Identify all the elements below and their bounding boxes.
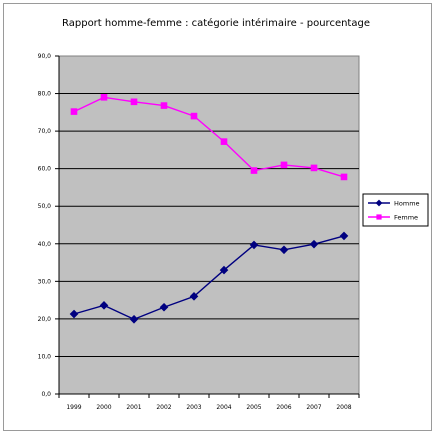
y-tick-label: 0,0 bbox=[41, 391, 51, 398]
y-tick-label: 20,0 bbox=[38, 316, 52, 323]
data-point bbox=[160, 102, 168, 109]
data-point bbox=[190, 112, 198, 120]
x-tick-label: 2002 bbox=[156, 404, 171, 411]
legend: Homme Femme bbox=[362, 193, 429, 227]
data-point bbox=[189, 292, 199, 301]
legend-label: Homme bbox=[394, 199, 420, 207]
x-tick-label: 2005 bbox=[246, 404, 261, 411]
data-point bbox=[99, 301, 109, 310]
x-tick-label: 2008 bbox=[336, 404, 351, 411]
data-point bbox=[249, 240, 259, 250]
x-tick-label: 2006 bbox=[276, 404, 291, 411]
y-tick-label: 10,0 bbox=[38, 353, 52, 360]
y-tick-label: 60,0 bbox=[38, 166, 52, 173]
legend-marker bbox=[375, 199, 383, 207]
x-tick-label: 2001 bbox=[126, 404, 141, 411]
plot-area: 0,0 10,0 20,0 30,0 40,0 50,0 60,0 70,0 80,0 90,0 1… bbox=[38, 53, 360, 411]
y-tick-label: 30,0 bbox=[38, 278, 52, 285]
data-point bbox=[339, 231, 349, 241]
data-point bbox=[130, 98, 138, 106]
y-tick-label: 40,0 bbox=[38, 241, 52, 248]
data-point bbox=[279, 245, 289, 255]
plot-background bbox=[58, 55, 360, 395]
legend-box bbox=[362, 193, 429, 227]
data-point bbox=[310, 164, 318, 172]
data-point bbox=[70, 108, 78, 115]
data-point bbox=[250, 167, 258, 174]
chart-title: Rapport homme-femme : catégorie intérima… bbox=[62, 17, 370, 29]
legend-marker bbox=[376, 214, 382, 220]
series-line-homme bbox=[73, 235, 345, 321]
series-line-femme bbox=[73, 96, 345, 178]
x-tick-label: 2003 bbox=[186, 404, 201, 411]
data-point bbox=[309, 239, 319, 249]
data-point bbox=[220, 138, 228, 145]
data-point bbox=[100, 94, 108, 101]
data-point bbox=[280, 161, 288, 169]
legend-label: Femme bbox=[394, 213, 418, 221]
y-tick-label: 80,0 bbox=[38, 91, 52, 98]
data-point bbox=[219, 265, 229, 275]
x-tick-label: 1999 bbox=[66, 404, 81, 411]
y-tick-label: 70,0 bbox=[38, 128, 52, 135]
y-tick-label: 50,0 bbox=[38, 203, 52, 210]
data-point bbox=[159, 302, 169, 312]
x-tick-label: 2004 bbox=[216, 404, 231, 411]
x-tick-label: 2007 bbox=[306, 404, 321, 411]
x-tick-label: 2000 bbox=[96, 404, 111, 411]
data-point bbox=[129, 314, 139, 324]
data-point bbox=[69, 309, 79, 319]
y-tick-label: 90,0 bbox=[38, 53, 52, 60]
data-point bbox=[340, 173, 348, 181]
